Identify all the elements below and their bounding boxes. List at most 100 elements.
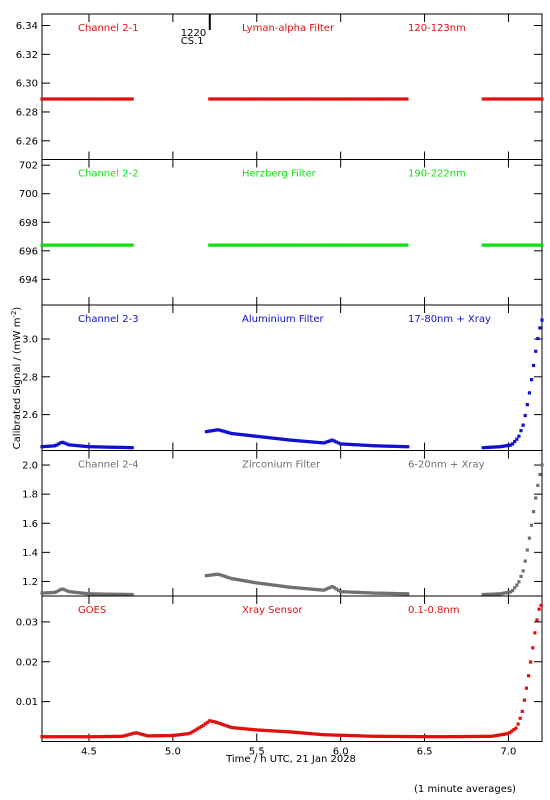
data-point <box>269 583 274 587</box>
data-point <box>253 580 257 585</box>
data-point <box>536 336 540 341</box>
data-point <box>299 586 303 590</box>
data-point <box>368 443 372 448</box>
data-point <box>319 243 323 247</box>
data-point <box>326 439 330 444</box>
data-point <box>50 735 55 739</box>
data-point <box>209 573 213 577</box>
data-point <box>326 586 330 590</box>
data-point <box>382 243 386 247</box>
data-point <box>520 709 524 713</box>
data-point <box>327 733 331 737</box>
data-point <box>124 733 128 738</box>
data-point <box>325 243 329 247</box>
data-point <box>299 439 303 443</box>
data-point <box>277 243 281 247</box>
data-point <box>302 243 306 247</box>
data-point <box>256 728 260 732</box>
data-point <box>349 590 353 594</box>
data-point <box>481 446 485 450</box>
data-point <box>284 585 288 589</box>
data-point <box>222 97 227 101</box>
data-point <box>278 584 282 588</box>
data-point <box>361 243 365 247</box>
data-point <box>147 734 151 738</box>
data-point <box>500 444 504 448</box>
data-point <box>302 731 306 735</box>
data-point <box>279 97 283 101</box>
data-point <box>523 413 527 418</box>
data-point <box>315 97 319 101</box>
data-point <box>284 438 288 442</box>
data-point <box>420 734 424 739</box>
data-point <box>373 734 378 738</box>
data-point <box>128 446 132 450</box>
data-point <box>229 431 234 436</box>
data-point <box>59 97 63 101</box>
data-point <box>84 444 88 449</box>
data-point <box>362 443 366 447</box>
data-point <box>529 97 534 101</box>
data-point <box>521 569 525 573</box>
data-point <box>464 734 468 739</box>
data-point <box>282 437 286 441</box>
data-point <box>534 496 538 500</box>
data-point <box>86 735 90 739</box>
data-point <box>517 580 521 584</box>
data-point <box>340 97 344 101</box>
data-point <box>285 97 289 101</box>
data-point <box>276 584 280 588</box>
data-point <box>212 720 216 724</box>
data-point <box>527 97 532 101</box>
data-point <box>264 728 269 733</box>
data-point <box>283 730 287 734</box>
data-point <box>94 735 99 739</box>
data-point <box>523 559 527 563</box>
data-point <box>273 243 277 247</box>
data-point <box>238 578 242 582</box>
data-point <box>92 445 97 449</box>
data-point <box>78 735 82 739</box>
data-point <box>101 592 105 596</box>
data-point <box>496 97 500 101</box>
data-point <box>292 438 297 443</box>
data-point <box>422 735 426 739</box>
data-point <box>122 734 126 738</box>
data-point <box>502 591 506 595</box>
data-point <box>367 243 371 247</box>
data-point <box>321 243 325 247</box>
data-point <box>395 591 399 596</box>
data-point <box>97 592 101 596</box>
data-point <box>383 444 387 448</box>
data-point <box>506 732 510 736</box>
data-point <box>388 243 392 247</box>
data-point <box>40 243 44 247</box>
data-point <box>540 463 544 467</box>
data-point <box>227 97 231 101</box>
data-point <box>352 243 357 247</box>
panel-1: 6.26 6.28 6.30 6.32 6.34 Channel 2-1 Lyman-alp… <box>16 13 544 160</box>
data-point <box>191 729 195 734</box>
panel-label: 17-80nm + Xray <box>408 314 491 325</box>
data-point <box>487 97 492 101</box>
data-point <box>341 590 345 594</box>
data-point <box>401 445 406 449</box>
data-point <box>111 734 115 739</box>
data-point <box>339 590 343 594</box>
data-point <box>485 734 489 738</box>
data-point <box>130 446 134 450</box>
data-point <box>86 97 90 101</box>
data-point <box>537 607 541 611</box>
data-point <box>94 592 99 596</box>
data-point <box>393 444 397 448</box>
data-point <box>490 243 494 247</box>
data-point <box>397 444 401 449</box>
data-point <box>332 586 336 590</box>
data-point <box>348 97 352 101</box>
data-point <box>248 434 253 438</box>
data-point <box>532 510 536 514</box>
data-point <box>237 726 241 730</box>
data-point <box>523 243 527 247</box>
data-point <box>46 735 50 739</box>
y-tick-label: 6.34 <box>16 21 38 32</box>
